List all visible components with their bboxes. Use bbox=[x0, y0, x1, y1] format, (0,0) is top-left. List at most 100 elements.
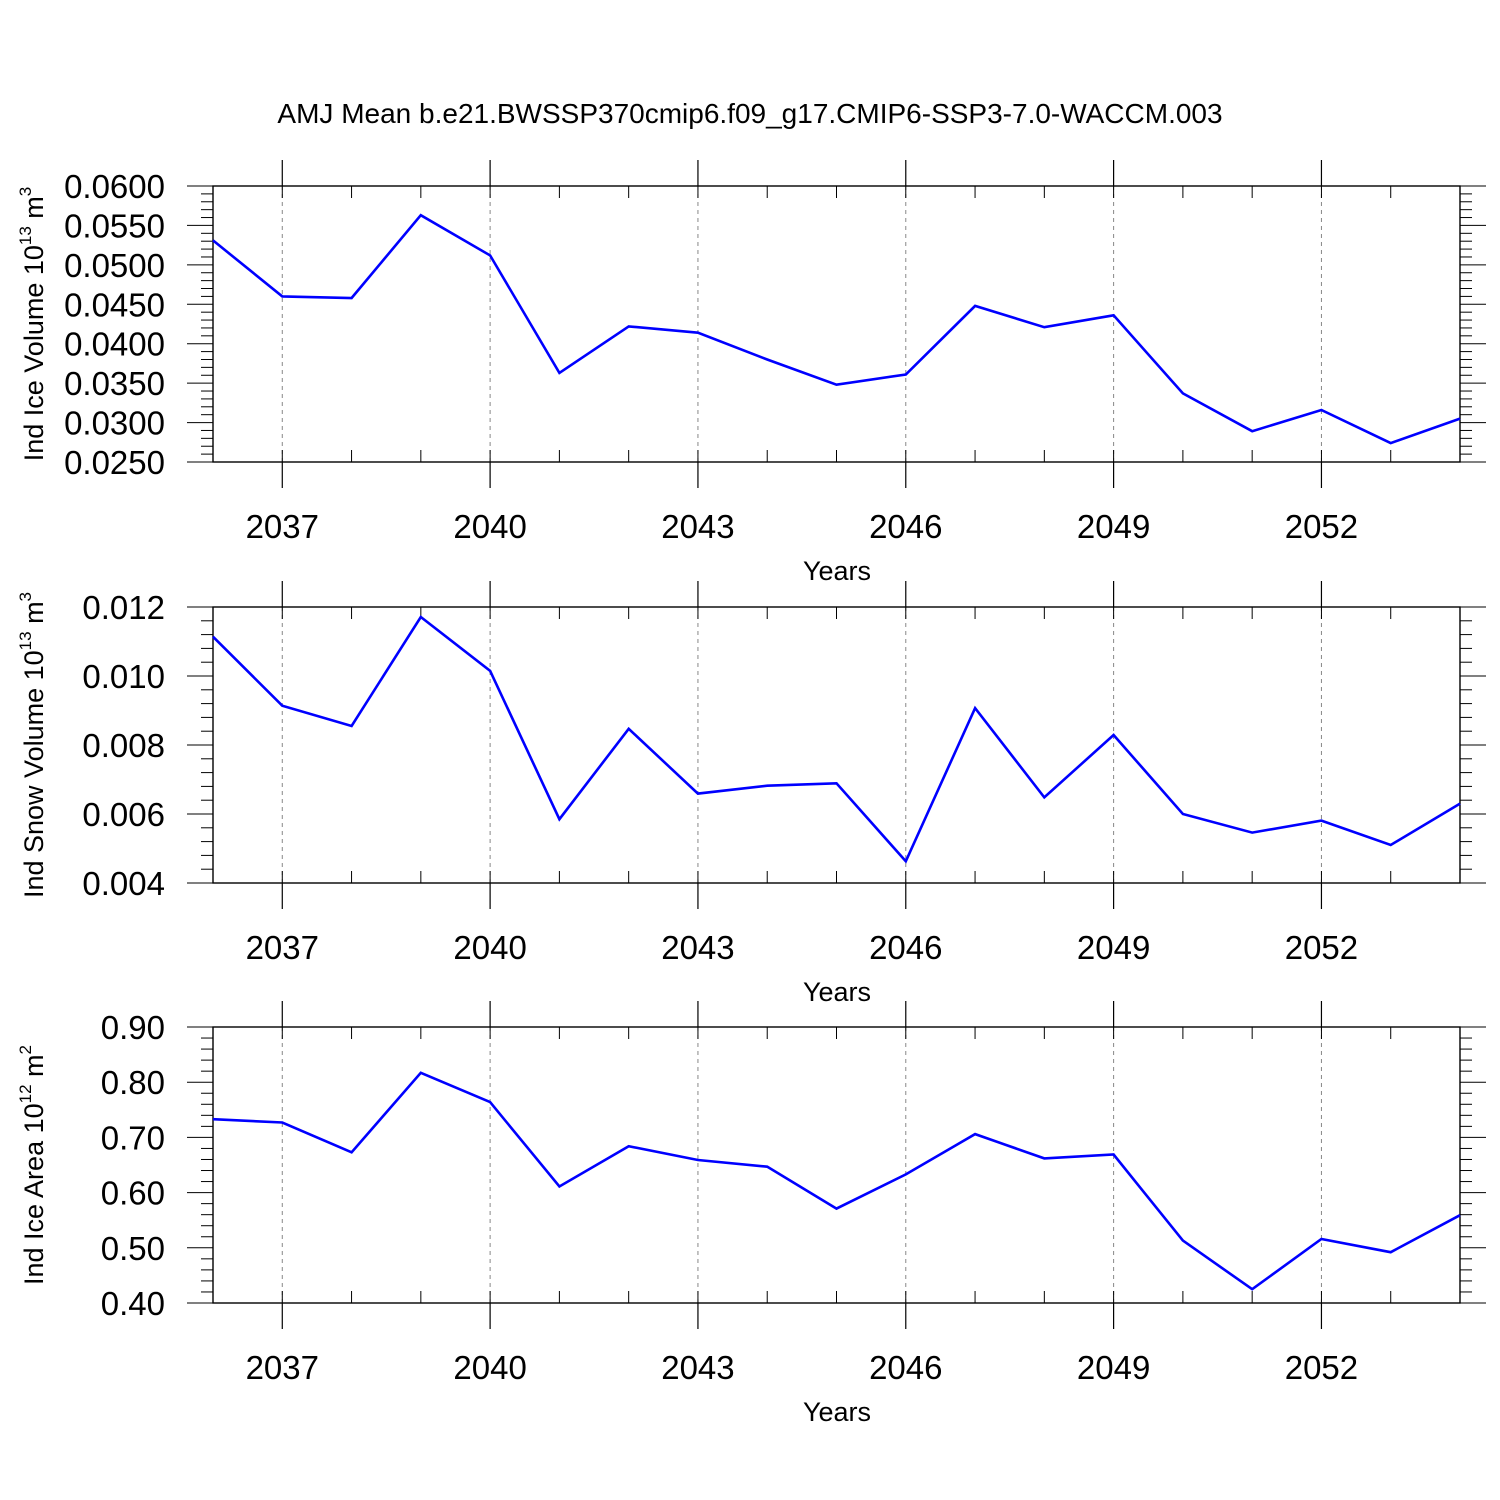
data-point bbox=[1182, 1239, 1184, 1241]
data-point bbox=[835, 1207, 837, 1209]
data-point bbox=[766, 1165, 768, 1167]
y-axis-label-unit-exponent: 3 bbox=[16, 592, 35, 601]
x-axis-label: Years bbox=[803, 1397, 871, 1427]
data-point bbox=[1390, 844, 1392, 846]
x-tick-label: 2049 bbox=[1077, 1349, 1150, 1386]
data-point bbox=[1112, 1153, 1114, 1155]
data-point bbox=[1043, 1157, 1045, 1159]
y-tick-label: 0.0350 bbox=[64, 365, 165, 402]
series-line-ice-area bbox=[212, 1071, 1461, 1291]
data-point bbox=[212, 239, 214, 241]
y-axis-label: Ind Snow Volume 1013 m3 bbox=[16, 592, 49, 898]
y-tick-label: 0.0450 bbox=[64, 286, 165, 323]
data-point bbox=[1459, 802, 1461, 804]
data-point bbox=[1320, 1238, 1322, 1240]
y-tick-label: 0.0250 bbox=[64, 444, 165, 481]
data-point bbox=[1320, 409, 1322, 411]
data-point bbox=[281, 704, 283, 706]
x-tick-label: 2037 bbox=[246, 508, 319, 545]
data-point bbox=[558, 818, 560, 820]
y-tick-label: 0.010 bbox=[82, 658, 165, 695]
series-line-ice-volume bbox=[212, 213, 1461, 445]
data-point bbox=[766, 785, 768, 787]
y-tick-label: 0.004 bbox=[82, 865, 165, 902]
data-point bbox=[1320, 819, 1322, 821]
data-point bbox=[627, 728, 629, 730]
data-point bbox=[974, 305, 976, 307]
y-axis-label: Ind Ice Volume 1013 m3 bbox=[16, 187, 49, 462]
plot-frame bbox=[212, 1026, 1461, 1304]
data-point bbox=[350, 725, 352, 727]
data-point bbox=[905, 373, 907, 375]
data-point bbox=[766, 358, 768, 360]
x-tick-label: 2040 bbox=[453, 1349, 526, 1386]
x-tick-label: 2052 bbox=[1285, 929, 1358, 966]
y-axis-label-text: Ind Ice Volume 10 bbox=[19, 245, 49, 461]
panel-snow-volume: 0.004 0.006 0.008 0.010 0.012 2037 2040 2043 204… bbox=[16, 581, 1486, 1007]
data-point bbox=[1112, 314, 1114, 316]
data-point bbox=[974, 707, 976, 709]
data-point bbox=[697, 1159, 699, 1161]
y-axis-label-unit: m bbox=[19, 601, 49, 631]
data-point bbox=[350, 1151, 352, 1153]
series-line-snow-volume bbox=[212, 615, 1461, 864]
data-point bbox=[627, 325, 629, 327]
data-point bbox=[1043, 326, 1045, 328]
data-point bbox=[1043, 796, 1045, 798]
data-point bbox=[1459, 417, 1461, 419]
y-axis-label-unit: m bbox=[19, 196, 49, 226]
y-axis-label-text: Ind Snow Volume 10 bbox=[19, 650, 49, 898]
data-point bbox=[697, 331, 699, 333]
data-point bbox=[420, 616, 422, 618]
y-tick-label: 0.006 bbox=[82, 796, 165, 833]
data-point bbox=[489, 670, 491, 672]
data-point bbox=[1390, 1251, 1392, 1253]
panel-ice-volume: 0.02500.03000.03500.04000.04500.05000.05… bbox=[16, 160, 1486, 586]
x-tick-label: 2046 bbox=[869, 508, 942, 545]
data-point bbox=[1251, 430, 1253, 432]
data-point bbox=[905, 1173, 907, 1175]
y-axis-label: Ind Ice Area 1012 m2 bbox=[16, 1045, 49, 1285]
x-tick-label: 2046 bbox=[869, 929, 942, 966]
x-tick-label: 2043 bbox=[661, 508, 734, 545]
plot-frame bbox=[212, 185, 1461, 463]
y-axis-label-exponent: 13 bbox=[16, 226, 35, 245]
data-point bbox=[627, 1145, 629, 1147]
x-axis-label: Years bbox=[803, 556, 871, 586]
x-tick-label: 2040 bbox=[453, 929, 526, 966]
y-tick-label: 0.012 bbox=[82, 589, 165, 626]
data-point bbox=[281, 1121, 283, 1123]
data-point bbox=[1459, 1214, 1461, 1216]
data-point bbox=[281, 295, 283, 297]
x-tick-label: 2049 bbox=[1077, 508, 1150, 545]
y-tick-label: 0.60 bbox=[101, 1175, 165, 1212]
x-tick-label: 2049 bbox=[1077, 929, 1150, 966]
data-point bbox=[489, 1101, 491, 1103]
data-point bbox=[420, 214, 422, 216]
x-tick-label: 2040 bbox=[453, 508, 526, 545]
y-tick-label: 0.90 bbox=[101, 1009, 165, 1046]
y-axis-label-unit-exponent: 2 bbox=[16, 1045, 35, 1054]
y-axis-label-exponent: 13 bbox=[16, 631, 35, 650]
y-tick-label: 0.40 bbox=[101, 1285, 165, 1322]
y-tick-label: 0.0550 bbox=[64, 207, 165, 244]
plot-frame bbox=[212, 606, 1461, 884]
y-tick-label: 0.70 bbox=[101, 1119, 165, 1156]
y-tick-label: 0.0400 bbox=[64, 326, 165, 363]
y-tick-label: 0.008 bbox=[82, 727, 165, 764]
y-tick-label: 0.80 bbox=[101, 1064, 165, 1101]
y-tick-label: 0.50 bbox=[101, 1230, 165, 1267]
data-point bbox=[905, 860, 907, 862]
x-axis-label: Years bbox=[803, 977, 871, 1007]
data-point bbox=[974, 1133, 976, 1135]
data-point bbox=[1112, 734, 1114, 736]
data-point bbox=[212, 635, 214, 637]
y-tick-label: 0.0600 bbox=[64, 168, 165, 205]
y-axis-label-unit-exponent: 3 bbox=[16, 187, 35, 196]
y-axis-label-exponent: 12 bbox=[16, 1084, 35, 1103]
data-point bbox=[1251, 831, 1253, 833]
x-tick-label: 2043 bbox=[661, 929, 734, 966]
data-point bbox=[350, 297, 352, 299]
data-point bbox=[558, 372, 560, 374]
